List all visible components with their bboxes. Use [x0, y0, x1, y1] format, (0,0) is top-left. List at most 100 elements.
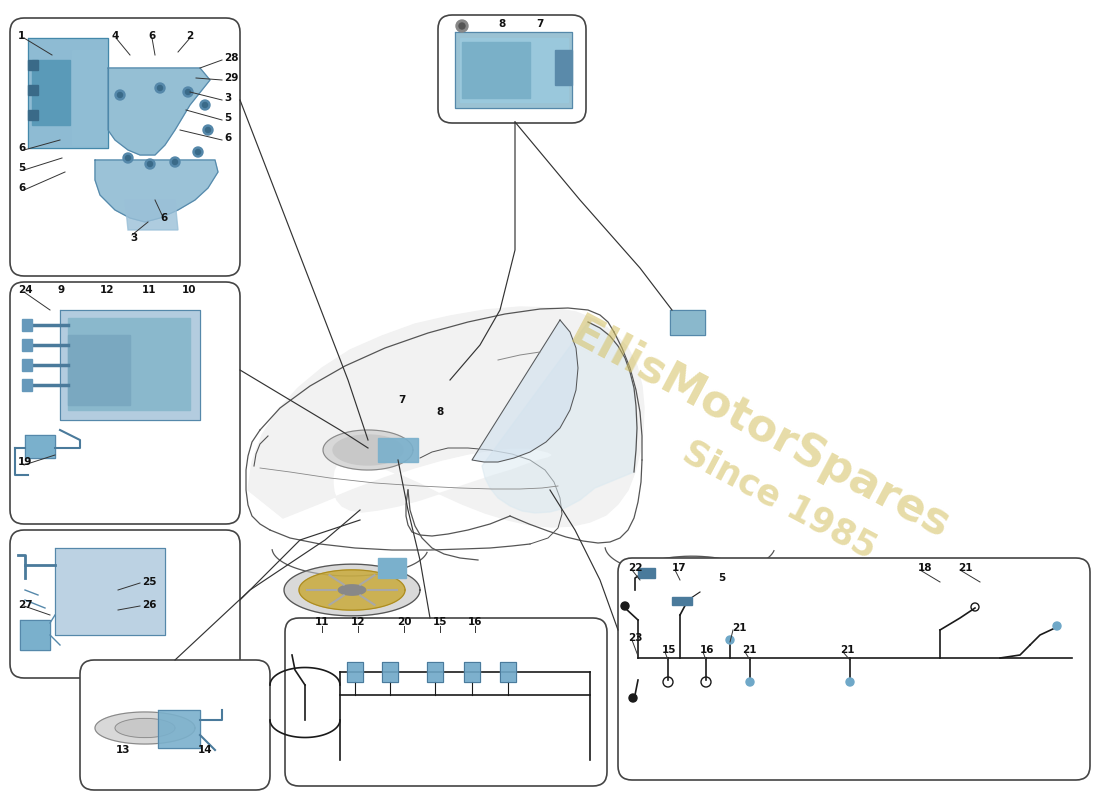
Text: 27: 27	[18, 600, 33, 610]
FancyBboxPatch shape	[10, 530, 240, 678]
Text: 12: 12	[351, 617, 365, 627]
Circle shape	[123, 153, 133, 163]
Polygon shape	[455, 32, 572, 108]
Circle shape	[204, 125, 213, 135]
Text: 24: 24	[18, 285, 33, 295]
Polygon shape	[68, 318, 190, 410]
Text: 3: 3	[224, 93, 231, 103]
Circle shape	[192, 147, 204, 157]
Text: 6: 6	[148, 31, 155, 41]
FancyBboxPatch shape	[618, 558, 1090, 780]
Polygon shape	[299, 570, 405, 610]
Text: 9: 9	[58, 285, 65, 295]
Polygon shape	[339, 585, 365, 595]
Text: 6: 6	[18, 143, 25, 153]
Text: 6: 6	[224, 133, 231, 143]
Circle shape	[1053, 622, 1062, 630]
Circle shape	[202, 102, 208, 107]
Text: 23: 23	[628, 633, 642, 643]
Text: 10: 10	[182, 285, 197, 295]
Polygon shape	[460, 38, 568, 102]
Text: 21: 21	[742, 645, 757, 655]
Text: 21: 21	[732, 623, 747, 633]
FancyBboxPatch shape	[10, 282, 240, 524]
Text: 21: 21	[840, 645, 855, 655]
Polygon shape	[378, 558, 406, 578]
FancyBboxPatch shape	[438, 15, 586, 123]
Text: 11: 11	[315, 617, 329, 627]
Polygon shape	[500, 662, 516, 682]
Polygon shape	[427, 662, 443, 682]
Text: 15: 15	[432, 617, 448, 627]
Polygon shape	[620, 556, 764, 614]
Text: 7: 7	[536, 19, 543, 29]
Circle shape	[196, 150, 200, 154]
Polygon shape	[22, 339, 32, 351]
Polygon shape	[28, 38, 108, 148]
Circle shape	[183, 87, 192, 97]
Polygon shape	[672, 597, 692, 605]
Text: 6: 6	[18, 183, 25, 193]
Text: 17: 17	[672, 563, 686, 573]
Circle shape	[846, 678, 854, 686]
Text: 19: 19	[18, 457, 32, 467]
Polygon shape	[378, 438, 418, 462]
Text: 26: 26	[142, 600, 156, 610]
Text: 14: 14	[198, 745, 212, 755]
Polygon shape	[28, 110, 38, 120]
Polygon shape	[248, 307, 644, 527]
Circle shape	[157, 86, 163, 90]
Polygon shape	[678, 579, 706, 590]
Text: 4: 4	[112, 31, 120, 41]
FancyBboxPatch shape	[80, 660, 270, 790]
Text: 8: 8	[436, 407, 443, 417]
Text: 16: 16	[468, 617, 482, 627]
Polygon shape	[60, 310, 200, 420]
Text: 18: 18	[918, 563, 933, 573]
Text: 21: 21	[958, 563, 972, 573]
Text: 5: 5	[224, 113, 231, 123]
Circle shape	[186, 90, 190, 94]
Text: 3: 3	[130, 233, 138, 243]
Polygon shape	[158, 710, 200, 748]
Circle shape	[456, 20, 468, 32]
Circle shape	[629, 694, 637, 702]
Polygon shape	[95, 712, 195, 744]
Polygon shape	[462, 42, 530, 98]
Polygon shape	[556, 50, 572, 85]
Text: 12: 12	[100, 285, 114, 295]
Polygon shape	[25, 435, 55, 458]
Circle shape	[145, 159, 155, 169]
Polygon shape	[346, 662, 363, 682]
Text: 16: 16	[700, 645, 715, 655]
Polygon shape	[636, 562, 748, 607]
Text: 20: 20	[397, 617, 411, 627]
Polygon shape	[20, 620, 50, 650]
Polygon shape	[22, 379, 32, 391]
Circle shape	[118, 93, 122, 98]
Polygon shape	[472, 320, 578, 462]
Circle shape	[726, 636, 734, 644]
Text: 5: 5	[18, 163, 25, 173]
Polygon shape	[333, 435, 403, 465]
Text: 15: 15	[662, 645, 676, 655]
Text: 8: 8	[498, 19, 505, 29]
Polygon shape	[464, 662, 480, 682]
Polygon shape	[482, 322, 637, 513]
Circle shape	[170, 157, 180, 167]
Circle shape	[746, 678, 754, 686]
Circle shape	[125, 155, 131, 161]
Circle shape	[621, 602, 629, 610]
Text: 2: 2	[186, 31, 194, 41]
Polygon shape	[108, 68, 210, 155]
Text: EllisMotorSpares: EllisMotorSpares	[563, 311, 957, 549]
FancyBboxPatch shape	[10, 18, 240, 276]
Text: 11: 11	[142, 285, 156, 295]
Polygon shape	[670, 310, 705, 335]
Polygon shape	[125, 200, 178, 230]
Polygon shape	[382, 662, 398, 682]
Polygon shape	[284, 564, 420, 616]
Circle shape	[173, 159, 177, 165]
Text: 25: 25	[142, 577, 156, 587]
Polygon shape	[72, 50, 106, 145]
